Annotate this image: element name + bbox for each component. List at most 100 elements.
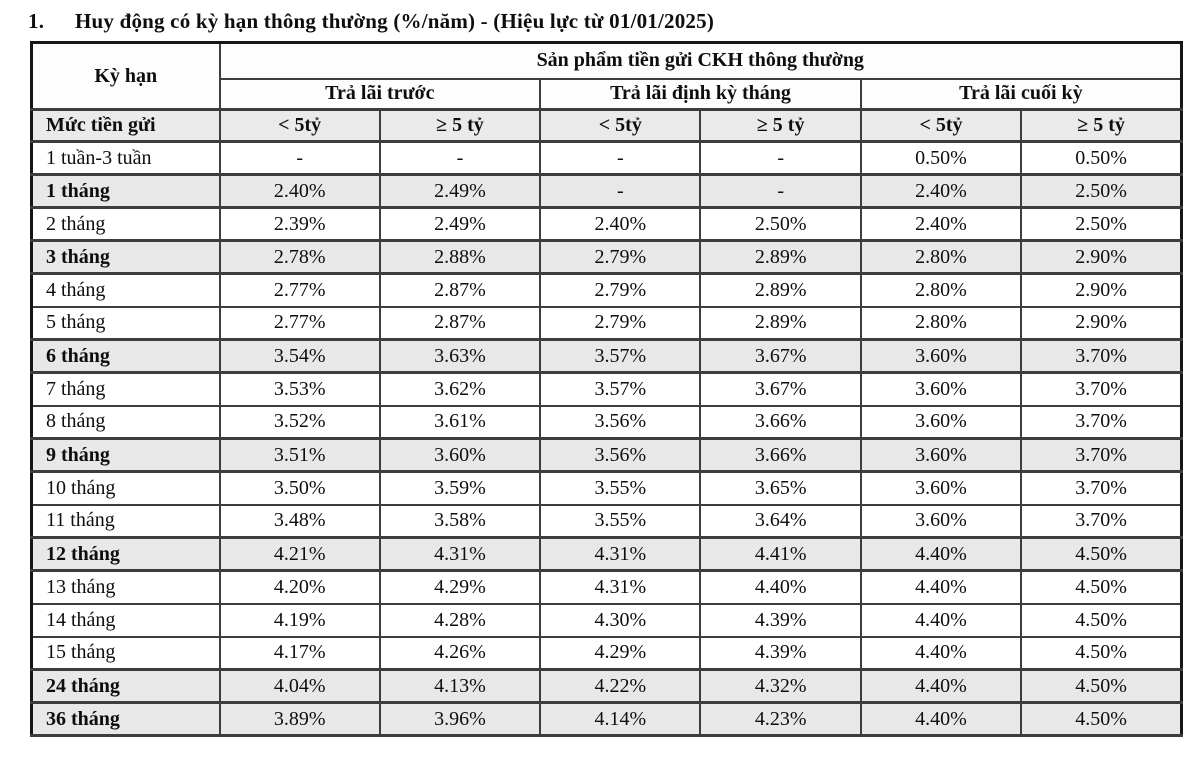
rate-cell: 3.59%: [378, 470, 542, 506]
table-row: 1 tháng 2.40% 2.49% - -2.40% 2.50%: [30, 173, 1183, 209]
header-row-amounts: Mức tiền gửi < 5tỷ ≥ 5 tỷ < 5tỷ ≥ 5 tỷ <…: [30, 108, 1183, 143]
rate-cell: 3.70%: [1020, 437, 1183, 473]
rate-cell: 2.40%: [859, 206, 1023, 242]
rate-cell: 2.89%: [699, 272, 862, 308]
rate-cell: 2.77%: [218, 305, 381, 341]
table-row: 24 tháng 4.04% 4.13% 4.22% 4.32% 4.40% 4.50%: [30, 668, 1183, 704]
rate-cell: 3.60%: [859, 371, 1023, 407]
term-label: 14 tháng: [30, 602, 221, 638]
rate-cell: 2.78%: [218, 239, 381, 275]
rate-cell: 2.80%: [859, 272, 1023, 308]
rate-cell: 2.50%: [1020, 173, 1183, 209]
rate-cell: 3.53%: [218, 371, 381, 407]
rate-cell: 4.19%: [218, 602, 381, 638]
rate-cell: 3.60%: [378, 437, 542, 473]
table-row: 36 tháng 3.89% 3.96% 4.14% 4.23% 4.40% 4.50%: [30, 701, 1183, 737]
title-text: Huy động có kỳ hạn thông thường (%/năm) …: [75, 9, 715, 33]
rate-cell: 4.20%: [218, 569, 381, 605]
rate-cell: 2.49%: [378, 206, 542, 242]
term-label: 3 tháng: [30, 239, 221, 275]
rate-cell: 2.79%: [539, 272, 702, 308]
term-label: 13 tháng: [30, 569, 221, 605]
rate-cell: 2.49%: [378, 173, 542, 209]
rate-cell: 4.31%: [539, 536, 702, 572]
rate-cell: 4.40%: [699, 569, 862, 605]
rate-cell: 2.80%: [859, 305, 1023, 341]
rate-cell: 3.60%: [859, 338, 1023, 374]
term-label: 4 tháng: [30, 272, 221, 308]
rate-cell: 4.40%: [859, 668, 1023, 704]
amount-header: < 5tỷ: [218, 108, 381, 143]
deposit-rate-table: Kỳ hạn Sản phẩm tiền gửi CKH thông thườn…: [30, 41, 1183, 737]
table-row: 10 tháng 3.50% 3.59% 3.55% 3.65% 3.60% 3.70%: [30, 470, 1183, 506]
term-label: 11 tháng: [30, 503, 221, 539]
rate-cell: 2.87%: [378, 272, 542, 308]
rate-cell: -: [539, 140, 702, 176]
table-header: Kỳ hạn Sản phẩm tiền gửi CKH thông thườn…: [30, 41, 1183, 143]
term-label: 24 tháng: [30, 668, 221, 704]
rate-cell: 3.70%: [1020, 404, 1183, 440]
table-row: 11 tháng 3.48% 3.58% 3.55% 3.64% 3.60% 3.70%: [30, 503, 1183, 539]
rate-cell: 4.40%: [859, 569, 1023, 605]
rate-cell: 3.62%: [378, 371, 542, 407]
rate-cell: 2.79%: [539, 305, 702, 341]
rate-cell: 4.39%: [699, 602, 862, 638]
term-label: 36 tháng: [30, 701, 221, 737]
rate-cell: 3.60%: [859, 404, 1023, 440]
rate-cell: 2.90%: [1020, 305, 1183, 341]
rate-cell: 2.77%: [218, 272, 381, 308]
rate-cell: 2.90%: [1020, 239, 1183, 275]
rate-cell: -: [218, 140, 381, 176]
term-label: 1 tuần-3 tuần: [30, 140, 221, 176]
term-label: 15 tháng: [30, 635, 221, 671]
rate-cell: 2.89%: [699, 305, 862, 341]
rate-cell: 2.79%: [539, 239, 702, 275]
rate-cell: 4.30%: [539, 602, 702, 638]
rate-cell: 2.50%: [1020, 206, 1183, 242]
rate-cell: 4.28%: [378, 602, 542, 638]
rate-cell: -: [378, 140, 542, 176]
rate-cell: 3.50%: [218, 470, 381, 506]
rate-cell: 4.50%: [1020, 602, 1183, 638]
rate-cell: 2.40%: [218, 173, 381, 209]
term-label: 12 tháng: [30, 536, 221, 572]
rate-cell: 3.60%: [859, 503, 1023, 539]
header-row-payment-types: Trả lãi trước Trả lãi định kỳ tháng Trả …: [32, 77, 1183, 111]
rate-cell: 4.13%: [378, 668, 542, 704]
rate-cell: 3.96%: [378, 701, 542, 737]
term-label: 6 tháng: [30, 338, 221, 374]
rate-cell: 4.04%: [218, 668, 381, 704]
rate-cell: -: [539, 173, 702, 209]
table-row: 4 tháng 2.77% 2.87% 2.79% 2.89% 2.80% 2.90%: [30, 272, 1183, 308]
rate-cell: 3.67%: [699, 338, 862, 374]
rate-cell: 2.40%: [859, 173, 1023, 209]
rate-cell: 3.60%: [859, 470, 1023, 506]
rate-cell: 3.56%: [539, 404, 702, 440]
rate-cell: 0.50%: [1020, 140, 1183, 176]
term-label: 7 tháng: [30, 371, 221, 407]
rate-cell: 3.89%: [218, 701, 381, 737]
rate-cell: 4.26%: [378, 635, 542, 671]
rate-cell: 3.51%: [218, 437, 381, 473]
rate-cell: 2.40%: [539, 206, 702, 242]
rate-cell: 3.60%: [859, 437, 1023, 473]
rate-cell: -: [699, 173, 862, 209]
rate-cell: 3.57%: [539, 371, 702, 407]
rate-cell: 2.88%: [378, 239, 542, 275]
rate-cell: 4.23%: [699, 701, 862, 737]
rate-cell: 4.17%: [218, 635, 381, 671]
payment-type-header-monthly: Trả lãi định kỳ tháng: [539, 77, 862, 111]
rate-cell: 3.58%: [378, 503, 542, 539]
rate-cell: 4.40%: [859, 701, 1023, 737]
table-row: 5 tháng 2.77% 2.87% 2.79% 2.89% 2.80% 2.90%: [30, 305, 1183, 341]
amount-header: ≥ 5 tỷ: [1020, 108, 1183, 143]
rate-cell: 4.40%: [859, 602, 1023, 638]
table-row: 13 tháng 4.20% 4.29% 4.31% 4.40% 4.40% 4.50%: [30, 569, 1183, 605]
payment-type-header-maturity: Trả lãi cuối kỳ: [859, 77, 1183, 111]
term-label: 1 tháng: [30, 173, 221, 209]
rate-cell: 3.63%: [378, 338, 542, 374]
rate-cell: 3.70%: [1020, 338, 1183, 374]
table-row: 9 tháng 3.51% 3.60% 3.56% 3.66% 3.60% 3.70%: [30, 437, 1183, 473]
rate-cell: 3.66%: [699, 404, 862, 440]
rate-cell: 4.50%: [1020, 536, 1183, 572]
